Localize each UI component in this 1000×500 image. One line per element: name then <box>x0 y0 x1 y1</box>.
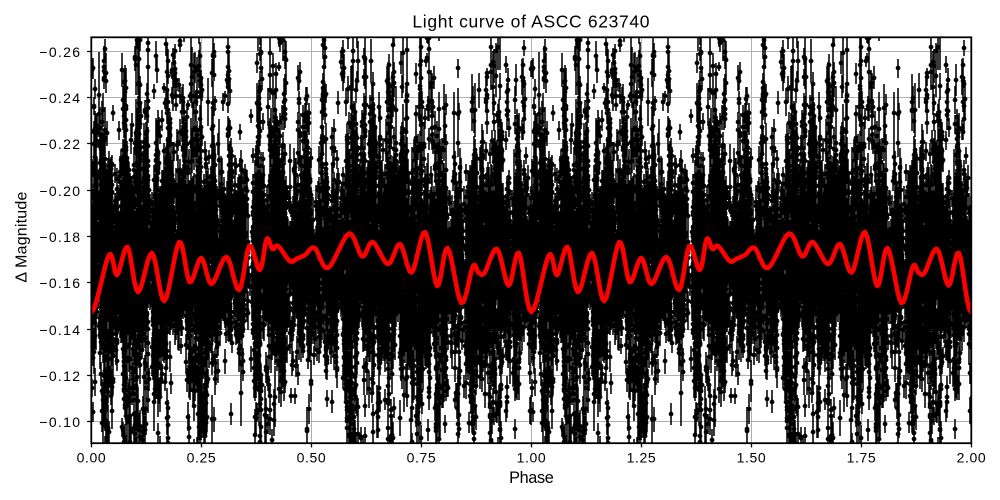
svg-text:−0.16: −0.16 <box>39 275 81 291</box>
svg-text:−0.14: −0.14 <box>39 322 81 338</box>
svg-text:Δ Magnitude: Δ Magnitude <box>14 191 31 282</box>
svg-text:−0.12: −0.12 <box>39 368 81 384</box>
svg-text:0.25: 0.25 <box>187 450 217 466</box>
svg-text:1.75: 1.75 <box>847 450 877 466</box>
svg-text:−0.22: −0.22 <box>39 136 81 152</box>
svg-text:Phase: Phase <box>509 469 554 487</box>
svg-text:0.50: 0.50 <box>297 450 327 466</box>
svg-text:−0.26: −0.26 <box>39 44 81 60</box>
svg-text:2.00: 2.00 <box>957 450 987 466</box>
svg-text:−0.18: −0.18 <box>39 229 81 245</box>
svg-text:1.50: 1.50 <box>737 450 767 466</box>
svg-text:−0.20: −0.20 <box>39 183 81 199</box>
svg-text:1.25: 1.25 <box>627 450 657 466</box>
svg-text:0.00: 0.00 <box>77 450 107 466</box>
svg-text:−0.10: −0.10 <box>39 414 81 430</box>
svg-text:1.00: 1.00 <box>517 450 547 466</box>
svg-text:−0.24: −0.24 <box>39 90 81 106</box>
svg-text:0.75: 0.75 <box>407 450 437 466</box>
svg-text:Light curve of ASCC 623740: Light curve of ASCC 623740 <box>412 12 650 32</box>
